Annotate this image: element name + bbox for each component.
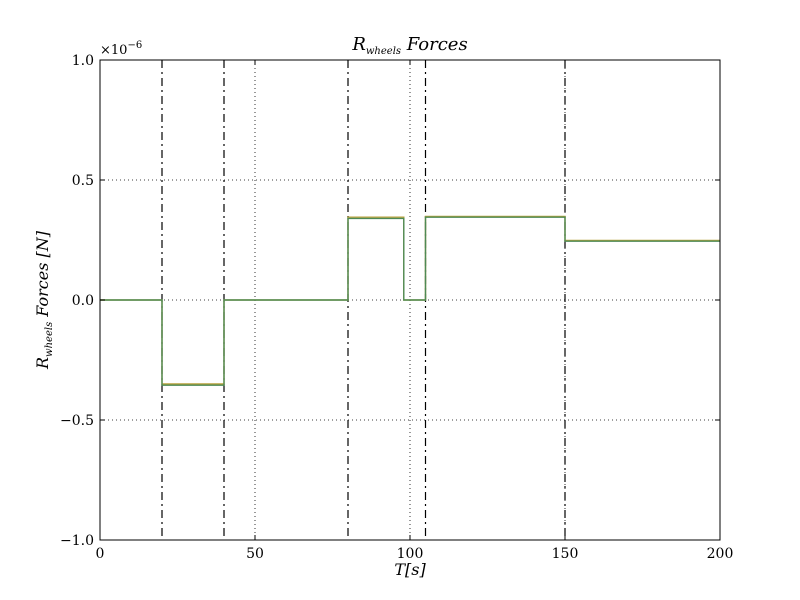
ticks: 0 50 100 150 200 −1.0 −0.5 0.0 0.5 1.0 [60, 53, 733, 562]
y-tick-label: −1.0 [60, 533, 94, 549]
y-tick-label: −0.5 [60, 413, 94, 429]
x-tick-label: 100 [397, 546, 424, 562]
chart-title: Rwheels Forces [351, 34, 467, 57]
y-axis-exponent: ×10−6 [100, 40, 142, 58]
series-line-1 [100, 215, 720, 385]
y-tick-label: 0.0 [72, 293, 94, 309]
x-tick-label: 150 [552, 546, 579, 562]
x-tick-label: 200 [707, 546, 734, 562]
series-line-2 [100, 216, 720, 386]
y-tick-label: 0.5 [72, 173, 94, 189]
x-tick-label: 0 [96, 546, 105, 562]
y-axis-label: Rwheels Forces [N] [33, 230, 55, 370]
y-tick-label: 1.0 [72, 53, 94, 69]
x-tick-label: 50 [246, 546, 264, 562]
x-axis-label: T[s] [394, 560, 426, 579]
series-lines [100, 215, 720, 386]
